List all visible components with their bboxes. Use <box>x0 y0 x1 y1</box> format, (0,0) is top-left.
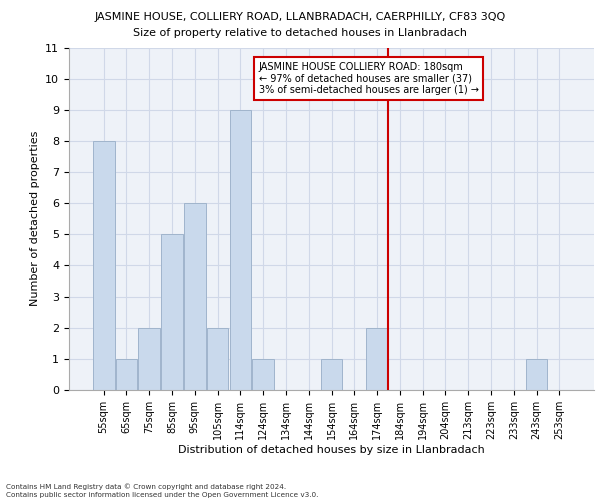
Bar <box>366 328 388 390</box>
Bar <box>161 234 183 390</box>
Text: Contains HM Land Registry data © Crown copyright and database right 2024.
Contai: Contains HM Land Registry data © Crown c… <box>6 484 319 498</box>
Bar <box>253 359 274 390</box>
Bar <box>184 203 206 390</box>
X-axis label: Distribution of detached houses by size in Llanbradach: Distribution of detached houses by size … <box>178 444 485 454</box>
Bar <box>139 328 160 390</box>
Bar <box>320 359 343 390</box>
Bar <box>207 328 229 390</box>
Bar <box>526 359 547 390</box>
Text: Size of property relative to detached houses in Llanbradach: Size of property relative to detached ho… <box>133 28 467 38</box>
Y-axis label: Number of detached properties: Number of detached properties <box>30 131 40 306</box>
Bar <box>93 141 115 390</box>
Bar <box>230 110 251 390</box>
Bar <box>116 359 137 390</box>
Text: JASMINE HOUSE, COLLIERY ROAD, LLANBRADACH, CAERPHILLY, CF83 3QQ: JASMINE HOUSE, COLLIERY ROAD, LLANBRADAC… <box>94 12 506 22</box>
Text: JASMINE HOUSE COLLIERY ROAD: 180sqm
← 97% of detached houses are smaller (37)
3%: JASMINE HOUSE COLLIERY ROAD: 180sqm ← 97… <box>259 62 479 94</box>
